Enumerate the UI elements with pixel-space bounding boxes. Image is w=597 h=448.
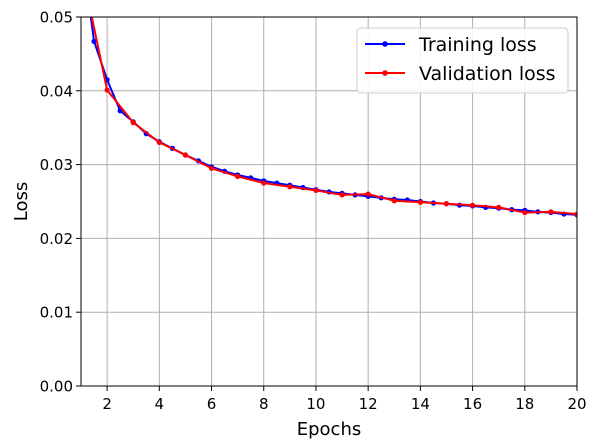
- series-validation-loss: [90, 17, 577, 217]
- y-tick-label: 0.04: [40, 82, 73, 100]
- data-point: [548, 209, 554, 215]
- data-point: [208, 165, 215, 171]
- data-point: [391, 198, 397, 204]
- data-point: [443, 201, 450, 207]
- x-tick-label: 14: [411, 395, 430, 413]
- x-tick-label: 8: [259, 395, 269, 413]
- data-point: [156, 139, 162, 146]
- x-axis-label: Epochs: [297, 419, 362, 440]
- plot-frame: [80, 16, 578, 387]
- y-tick-label: 0.00: [40, 378, 73, 396]
- x-tick-label: 18: [515, 395, 534, 413]
- y-tick-label: 0.03: [40, 156, 73, 174]
- data-point: [339, 192, 345, 198]
- data-point: [365, 191, 371, 197]
- legend-marker: [382, 41, 388, 47]
- x-tick-label: 12: [359, 395, 378, 413]
- data-point: [522, 209, 528, 216]
- data-point: [235, 173, 241, 180]
- legend-label: Validation loss: [419, 63, 556, 85]
- x-axis-ticks: 2 4 6 8 10 12 14 16 18 20: [102, 386, 587, 413]
- data-point: [496, 204, 502, 211]
- legend-box: [356, 27, 569, 94]
- data-point: [130, 119, 136, 126]
- data-point: [417, 199, 423, 205]
- y-tick-label: 0.01: [40, 304, 73, 322]
- x-tick-label: 4: [155, 395, 165, 413]
- x-tick-label: 6: [207, 395, 217, 413]
- data-point: [91, 38, 97, 44]
- x-tick-label: 20: [567, 395, 586, 413]
- legend-marker: [382, 70, 388, 76]
- series-layer: [89, 17, 577, 218]
- x-tick-label: 10: [306, 395, 325, 413]
- x-tick-label: 16: [463, 395, 482, 413]
- data-point: [182, 152, 189, 158]
- legend-label: Training loss: [418, 34, 537, 56]
- series-line: [90, 17, 577, 216]
- data-point: [469, 202, 476, 208]
- x-tick-label: 2: [102, 395, 112, 413]
- legend: Training loss Validation loss: [356, 27, 569, 94]
- y-axis-label: Loss: [11, 182, 32, 221]
- data-point: [574, 211, 577, 217]
- y-tick-label: 0.02: [40, 230, 73, 248]
- data-point: [104, 87, 110, 93]
- data-point: [313, 187, 319, 194]
- y-tick-label: 0.05: [40, 9, 73, 27]
- y-axis-ticks: 0.00 0.01 0.02 0.03 0.04 0.05: [40, 9, 81, 396]
- data-point: [287, 184, 293, 190]
- data-point: [261, 180, 267, 186]
